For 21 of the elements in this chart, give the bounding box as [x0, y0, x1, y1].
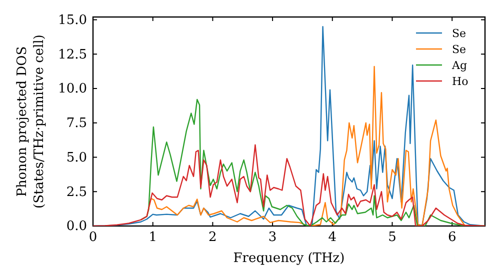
y-tick-label: 7.5	[66, 116, 87, 132]
y-tick-label: 5.0	[66, 150, 87, 166]
x-tick-label: 1	[148, 230, 157, 246]
legend-label: Se	[452, 43, 466, 56]
x-tick-label: 4	[328, 230, 337, 246]
y-tick-label: 0.0	[66, 219, 87, 234]
x-axis-title: Frequency (THz)	[233, 251, 345, 266]
x-tick-label: 5	[388, 230, 396, 246]
x-tick-label: 2	[208, 230, 217, 246]
line-series	[93, 144, 485, 226]
x-tick-label: 6	[448, 230, 456, 246]
y-tick-label: 10.0	[58, 82, 87, 97]
y-tick-label: 2.5	[66, 184, 87, 200]
legend-label: Ho	[452, 75, 469, 88]
legend-label: Ag	[451, 59, 467, 72]
y-tick-label: 15.0	[58, 12, 87, 28]
y-tick-label: 12.5	[58, 47, 87, 62]
legend-label: Se	[452, 27, 466, 40]
y-axis-title: Phonon projected DOS (States/THz·primitive cell)	[15, 34, 47, 209]
x-tick-label: 3	[268, 230, 277, 246]
x-tick-label: 0	[88, 230, 98, 246]
